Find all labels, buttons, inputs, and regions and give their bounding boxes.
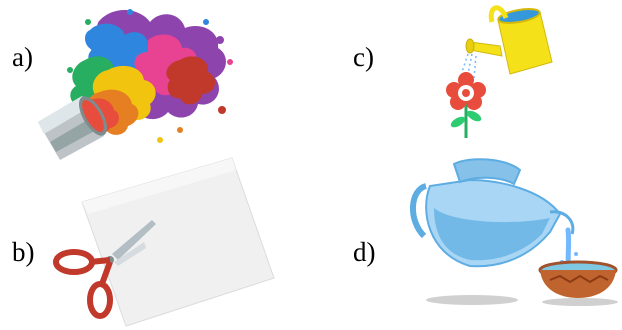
- option-d-label: d): [353, 237, 376, 267]
- paint-can: [38, 96, 107, 160]
- scissors: [53, 220, 156, 319]
- paper-sheet: [81, 157, 275, 327]
- jug: [410, 158, 575, 268]
- option-b-label: b): [12, 237, 35, 267]
- option-c-label: c): [353, 42, 374, 72]
- watering-can-flower-image: [446, 5, 553, 138]
- bowl: [538, 260, 618, 298]
- flower: [446, 72, 486, 138]
- watering-can: [465, 5, 553, 75]
- paint-can-splash-image: [38, 9, 233, 160]
- option-a-label: a): [12, 42, 33, 72]
- jug-pouring-water-image: [410, 158, 618, 306]
- shadow: [426, 295, 618, 306]
- water-drops: [461, 53, 477, 79]
- scissors-cutting-paper-image: [53, 157, 275, 327]
